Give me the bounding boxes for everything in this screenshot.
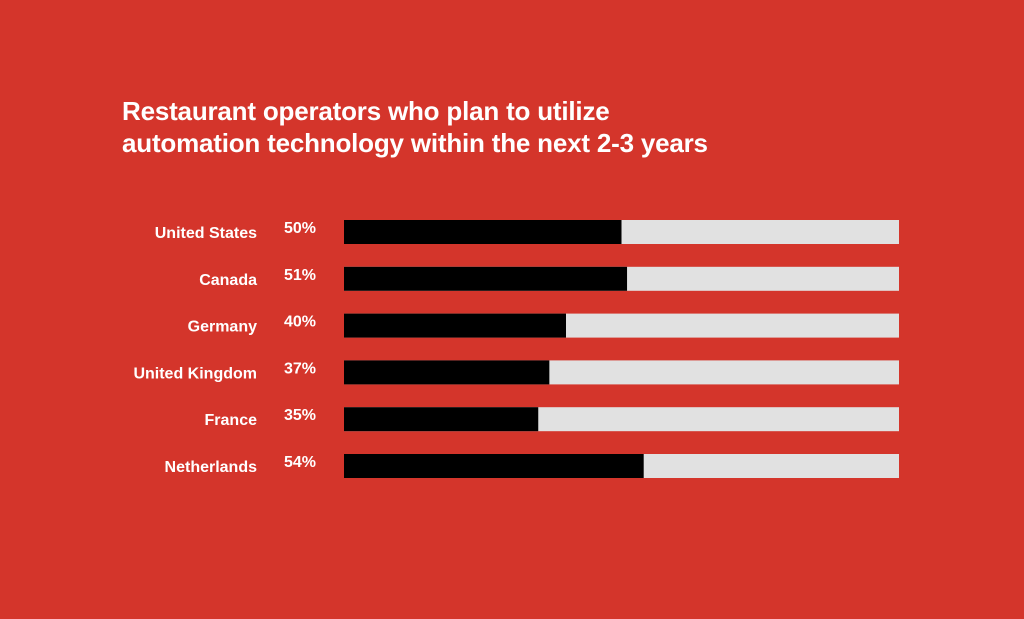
bar-united-states (344, 220, 622, 244)
bar-row-united-kingdom: United Kingdom 37% (133, 360, 899, 385)
category-label-united-states: United States (155, 225, 257, 242)
bar-row-france: France 35% (205, 407, 899, 432)
bar-netherlands (344, 454, 644, 478)
value-label-france: 35% (284, 407, 316, 424)
category-label-canada: Canada (199, 272, 257, 289)
bar-germany (344, 313, 566, 338)
bar-row-netherlands: Netherlands 54% (165, 454, 899, 478)
value-label-canada: 51% (284, 267, 316, 284)
bar-united-kingdom (344, 360, 550, 385)
category-label-united-kingdom: United Kingdom (133, 365, 257, 382)
value-label-united-states: 50% (284, 220, 316, 237)
value-label-united-kingdom: 37% (284, 360, 316, 377)
value-label-germany: 40% (284, 314, 316, 331)
category-label-france: France (205, 412, 258, 429)
value-label-netherlands: 54% (284, 454, 316, 471)
category-label-germany: Germany (188, 319, 257, 336)
chart-title-line-1: Restaurant operators who plan to utilize (122, 96, 610, 126)
chart-title-line-2: automation technology within the next 2-… (122, 128, 708, 158)
bar-row-germany: Germany 40% (188, 313, 899, 338)
bar-france (344, 407, 539, 432)
category-label-netherlands: Netherlands (165, 459, 258, 476)
bar-row-canada: Canada 51% (199, 266, 899, 291)
chart-title: Restaurant operators who plan to utilize… (122, 95, 822, 159)
bar-row-united-states: United States 50% (155, 220, 899, 244)
bar-canada (344, 266, 628, 291)
